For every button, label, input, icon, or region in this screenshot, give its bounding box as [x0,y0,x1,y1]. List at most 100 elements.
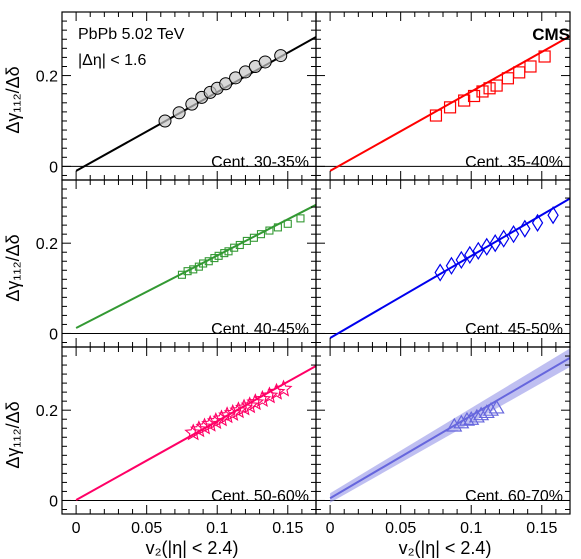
x-tick-label: 0 [72,520,81,537]
ylabel-top: Δγ₁₁₂/Δδ [3,66,23,133]
data-point [446,417,463,432]
data-point [229,71,243,85]
panel-5: 0 0.2 0 0.05 0.1 0.15 Cent. 50-60% [36,346,317,537]
data-point [256,230,266,239]
x-tick-label: 0.15 [526,520,557,537]
data-point [212,409,231,427]
y-tick-label: 0.2 [36,69,58,86]
data-point [513,66,526,79]
data-point [476,85,489,98]
data-point [230,243,239,252]
centrality-label: Cent. 40-45% [211,321,309,338]
data-point [172,106,186,120]
data-point [158,114,172,128]
panel-2: Cent. 35-40% [315,11,571,181]
data-point [507,225,520,244]
panel-6: 0 0.05 0.1 0.15 Cent. 60-70% [315,346,571,537]
data-point [223,403,242,421]
data-point [220,249,229,258]
fit-line [329,35,570,172]
data-point [189,420,208,438]
cut-label: |Δη| < 1.6 [78,52,146,69]
data-point [183,267,192,276]
data-point [253,389,272,407]
plot-area [316,348,570,503]
data-point [184,423,203,441]
data-point [531,213,544,233]
data-point [199,259,208,268]
fit-line [75,365,316,501]
data-point [214,251,223,260]
plot-area [316,197,570,339]
y-tick-label: 0 [49,326,58,343]
x-tick-label: 0.1 [206,520,228,537]
data-point [501,72,515,85]
data-point [273,223,282,232]
xlabel-left: v₂(|η| < 2.4) [146,538,239,558]
data-point [185,97,199,111]
system-label: PbPb 5.02 TeV [78,26,185,43]
fit-line [75,203,316,329]
plot-area [62,365,316,501]
centrality-label: Cent. 35-40% [465,154,563,171]
x-tick-label: 0.1 [460,520,482,537]
data-point [274,49,288,63]
data-point [219,77,233,91]
data-point [246,393,265,411]
data-point [210,254,219,263]
data-point [453,414,470,429]
y-tick-label: 0.2 [36,403,58,420]
data-point [524,60,537,73]
data-point [265,226,274,235]
data-point [443,101,457,114]
y-tick-label: 0.2 [36,236,58,253]
panel-4: Cent. 45-50% [315,179,571,348]
centrality-label: Cent. 50-60% [211,488,309,505]
data-point [488,399,505,414]
x-tick-label: 0.05 [131,520,162,537]
data-point [489,234,501,253]
data-point [458,411,476,426]
data-point [490,79,503,92]
data-point [497,229,510,248]
experiment-label: CMS [532,25,570,44]
data-point [482,401,500,416]
data-point [467,89,481,103]
data-point [260,386,279,404]
plot-area [62,36,316,172]
plot-area [62,203,316,334]
data-point [472,241,484,260]
xlabel-right: v₂(|η| < 2.4) [399,538,492,558]
centrality-label: Cent. 60-70% [465,488,563,505]
data-point [238,65,252,79]
fit-line [329,197,570,339]
data-point [267,382,286,400]
data-point [429,109,443,122]
panel-1: 0 0.2 Cent. 30-35% [36,11,317,181]
fit-line [329,356,570,500]
data-point [483,82,496,95]
data-point [434,263,446,282]
data-point [481,237,493,256]
data-point [547,206,559,225]
centrality-label: Cent. 45-50% [465,321,563,338]
data-point [195,417,214,435]
data-point [240,396,259,414]
data-point [458,94,471,107]
data-point [229,401,248,419]
x-tick-label: 0 [326,520,335,537]
data-point [519,219,531,238]
ylabel-middle: Δγ₁₁₂/Δδ [3,234,23,301]
data-point [235,240,244,250]
data-point [455,250,468,270]
y-tick-label: 0 [49,159,58,176]
y-tick-label: 0 [49,493,58,510]
data-point [235,398,254,416]
panel-3: 0 0.2 Cent. 40-45% [36,179,317,348]
data-point [274,379,293,397]
x-tick-label: 0.15 [272,520,303,537]
plot-area [316,35,570,172]
data-point [218,406,237,424]
panels: 0 0.2 Cent. 30-35% Cent. 35-40% 0 0.2 Cent. 40… [36,11,571,537]
